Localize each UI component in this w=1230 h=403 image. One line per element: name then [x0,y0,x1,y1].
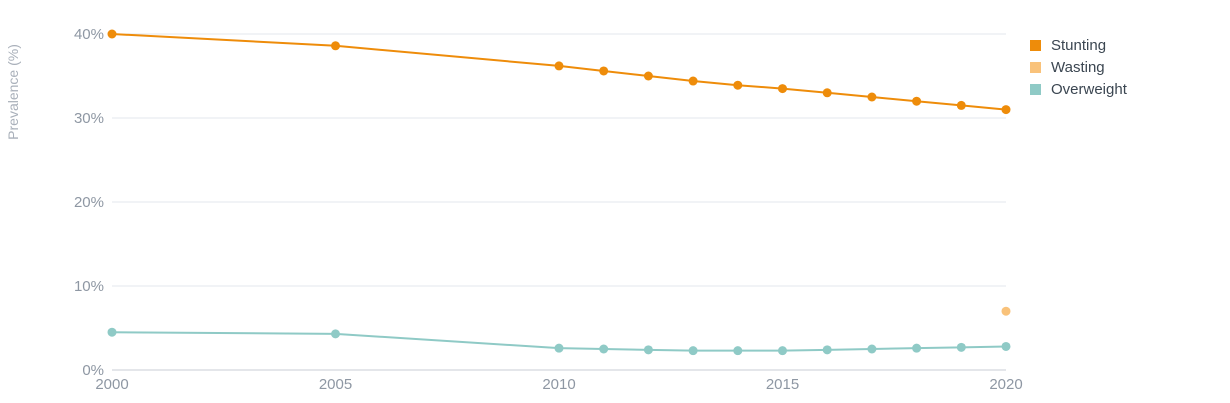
legend-label: Stunting [1051,36,1107,54]
y-axis-label: Prevalence (%) [5,44,21,140]
overweight-point[interactable] [733,346,743,356]
series-stunting [107,29,1011,115]
legend-swatch [1030,61,1041,73]
overweight-point[interactable] [912,343,922,353]
legend-item-wasting[interactable]: Wasting [1030,56,1127,78]
y-tick-label: 0% [82,362,104,379]
stunting-point[interactable] [331,41,340,51]
overweight-point[interactable] [956,342,966,352]
legend-item-overweight[interactable]: Overweight [1030,78,1127,100]
legend: Stunting Wasting Overweight [1030,34,1127,100]
overweight-point[interactable] [1001,341,1011,351]
stunting-point[interactable] [1001,105,1011,115]
wasting-point[interactable] [1001,306,1011,316]
stunting-point[interactable] [822,88,832,98]
stunting-point[interactable] [688,76,698,86]
y-tick-label: 20% [74,194,104,211]
series-overweight [107,327,1011,356]
legend-label: Wasting [1051,58,1105,76]
legend-item-stunting[interactable]: Stunting [1030,34,1127,56]
x-tick-label: 2010 [542,376,575,393]
legend-label: Overweight [1051,80,1127,98]
series-group [107,29,1011,356]
overweight-point[interactable] [822,345,832,355]
overweight-point[interactable] [778,346,787,356]
x-tick-label: 2015 [766,376,799,393]
y-tick-label: 40% [74,26,104,43]
stunting-point[interactable] [599,66,609,76]
stunting-point[interactable] [867,92,877,102]
overweight-point[interactable] [107,327,117,337]
overweight-point[interactable] [688,346,698,356]
overweight-point[interactable] [599,344,609,354]
axes: 0% 10% 20% 30% 40% 2000 2005 2010 2015 2020 [74,26,1023,393]
overweight-point[interactable] [331,329,340,339]
x-tick-label: 2005 [319,376,352,393]
overweight-point[interactable] [643,345,653,355]
stunting-point[interactable] [554,61,564,71]
stunting-point[interactable] [733,80,743,90]
stunting-point[interactable] [107,29,117,39]
gridlines [112,33,1006,287]
series-wasting [1001,306,1011,316]
y-tick-label: 30% [74,110,104,127]
legend-swatch [1030,83,1041,95]
stunting-point[interactable] [778,84,787,94]
overweight-point[interactable] [554,343,564,353]
stunting-point[interactable] [643,71,653,81]
stunting-point[interactable] [956,100,966,110]
stunting-point[interactable] [912,96,922,106]
x-tick-label: 2020 [989,376,1022,393]
y-tick-label: 10% [74,278,104,295]
legend-swatch [1030,39,1041,51]
x-tick-label: 2000 [95,376,128,393]
overweight-point[interactable] [867,344,877,354]
